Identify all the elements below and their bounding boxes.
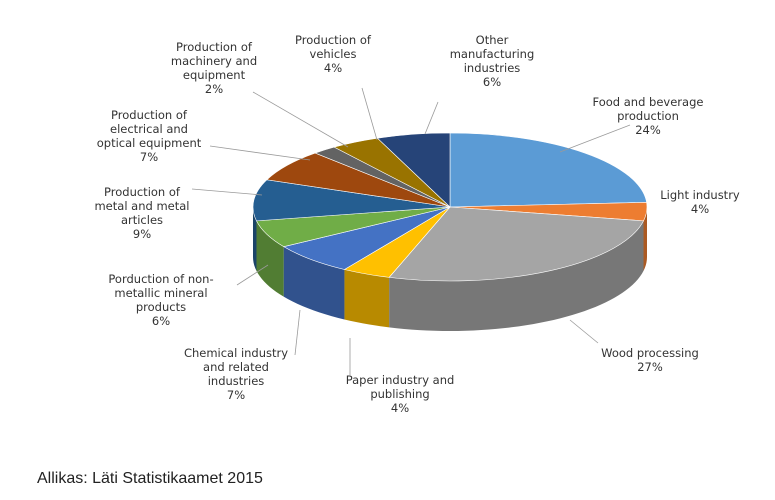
slice-label-9: Production of vehicles 4%	[295, 33, 372, 75]
slice-label-3: Paper industry and publishing 4%	[346, 373, 455, 415]
leader-line-4	[294, 309, 301, 356]
slice-label-5: Porduction of non-metallic mineral produc…	[108, 272, 213, 328]
pie-chart: Food and beverage production 24% Light indu…	[94, 33, 739, 415]
pie-slice-6	[252, 179, 451, 222]
pie-side-2	[389, 220, 644, 331]
leader-line-8	[252, 91, 349, 148]
slice-label-8: Production of machinery and equipment 2%	[171, 40, 257, 96]
leader-line-0	[559, 124, 631, 153]
source-note: Allikas: Läti Statistikaamet 2015	[37, 470, 263, 487]
slice-label-0: Food and beverage production 24%	[593, 95, 704, 137]
leader-line-10	[424, 101, 439, 135]
pie-slice-2	[388, 206, 644, 282]
leader-lines	[191, 87, 631, 375]
slice-label-6: Production of metal and metal articles 9%	[94, 185, 189, 241]
pie-side-5	[256, 220, 284, 297]
pie-slice-10	[376, 132, 451, 208]
slice-label-1: Light industry 4%	[660, 188, 740, 216]
pie-sides	[253, 207, 647, 331]
leader-line-7	[209, 145, 311, 161]
pie-side-4	[283, 246, 345, 320]
leader-line-9	[361, 87, 378, 141]
slice-label-7: Production of electrical and optical equip…	[97, 108, 202, 164]
pie-side-3	[344, 269, 390, 328]
pie-slice-0	[449, 132, 647, 208]
pie-side-1	[643, 207, 647, 271]
pie-tops	[252, 132, 648, 282]
slice-label-2: Wood processing 27%	[601, 346, 699, 374]
pie-side-6	[253, 207, 257, 271]
slice-labels: Food and beverage production 24% Light indu…	[94, 33, 739, 415]
leader-line-2	[569, 319, 599, 344]
leader-line-5	[236, 264, 269, 286]
slice-label-4: Chemical industry and related industries 7%	[184, 346, 288, 402]
leader-line-6	[191, 188, 263, 196]
slice-label-10: Other manufacturing industries 6%	[450, 33, 535, 89]
